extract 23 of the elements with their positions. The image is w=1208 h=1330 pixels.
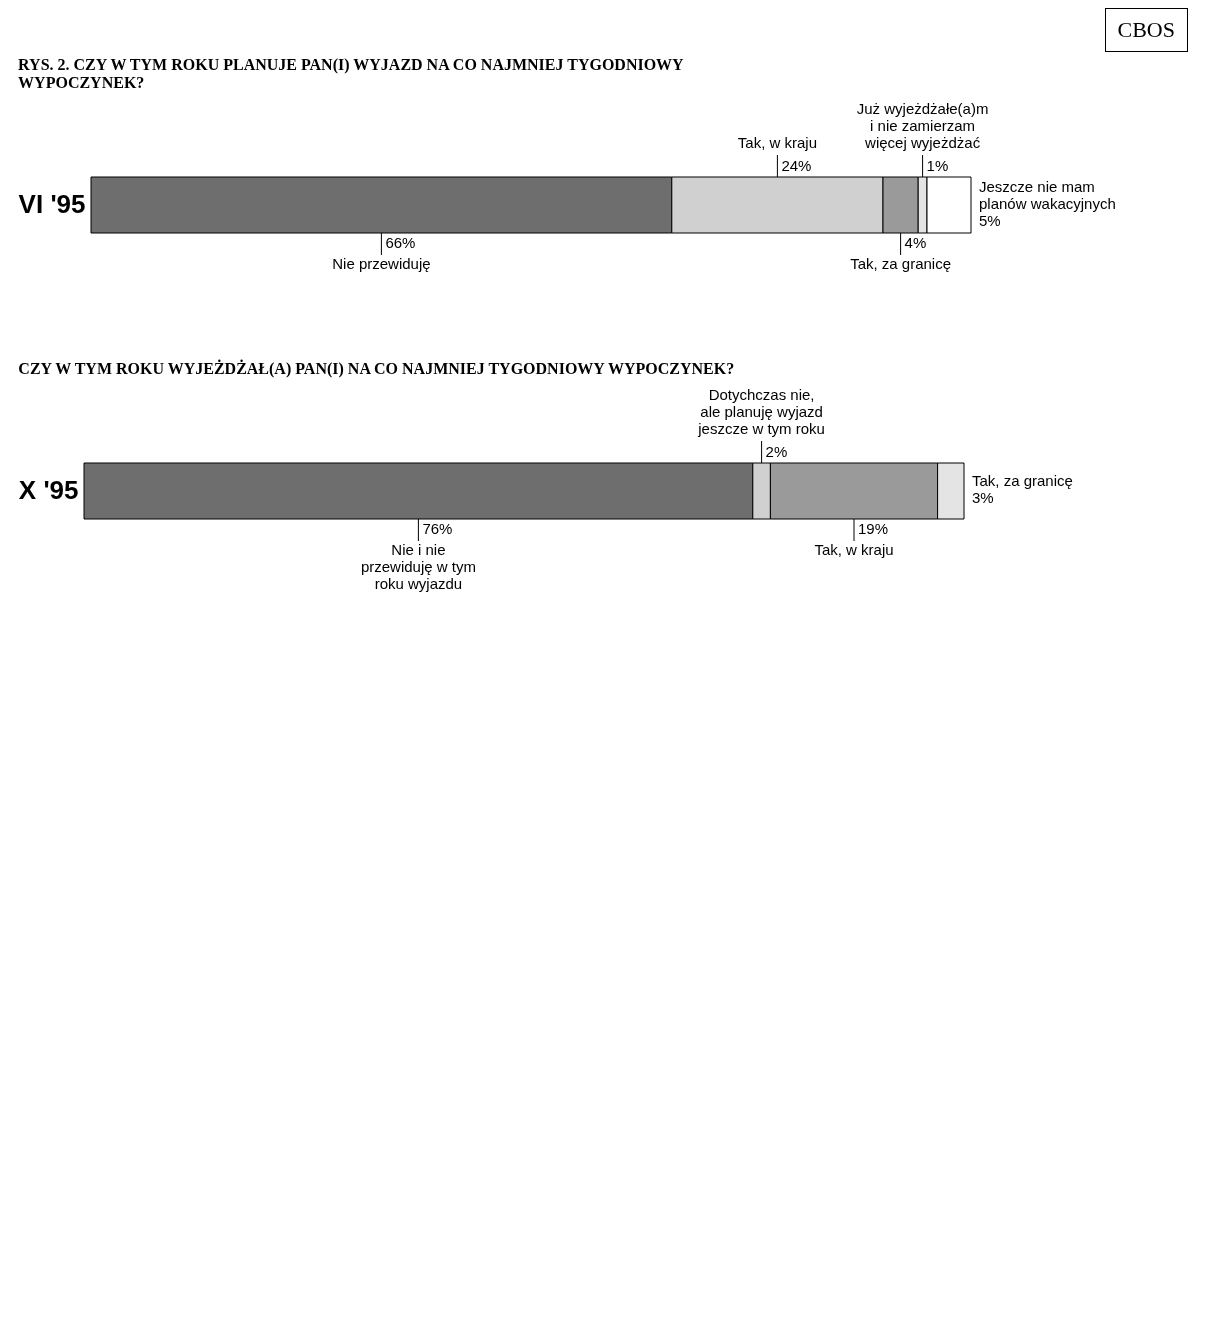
text: Dotychczas nie, ale planuję wyjazd jeszcze w tym roku: [697, 386, 825, 437]
series-label: Tak, w kraju: [814, 541, 894, 558]
series-label: Nie i nie przewiduję w tym roku wyjazdu: [360, 541, 476, 592]
series-label: Tak, za granicę: [972, 472, 1073, 489]
y-tick-label: X '95: [18, 475, 79, 505]
series-label: Jeszcze nie mam planów wakacyjnych: [979, 177, 1116, 212]
chart-title: RYS. 2. CZY W TYM ROKU PLANUJE PAN(I) WYJAZD NA CO NAJMNIEJ TYGODNIOWY WYPOCZYNEK?: [18, 56, 685, 91]
data-label: 24%: [781, 157, 812, 174]
data-label: 3%: [972, 489, 994, 506]
data-label: 66%: [385, 234, 416, 251]
text: Tak, za granicę: [850, 255, 952, 272]
series-label: Nie przewiduję: [332, 255, 431, 272]
text: Już wyjeżdżałe(a)m i nie zamierzam więcej wyjeżdżać: [856, 100, 989, 151]
data-label: 4%: [904, 234, 927, 251]
data-label: 5%: [979, 211, 1001, 229]
y-tick-label: VI '95: [18, 189, 86, 219]
series-label: Tak, w kraju: [737, 134, 817, 151]
chart-title: CZY W TYM ROKU WYJEŻDŻAŁ(A) PAN(I) NA CO NAJMNIEJ TYGODNIOWY WYPOCZYNEK?: [18, 359, 735, 378]
text: CBOS: [1104, 8, 1188, 52]
data-label: 1%: [926, 157, 949, 174]
data-label: 2%: [765, 443, 788, 460]
data-label: 76%: [422, 520, 453, 537]
data-label: 19%: [858, 520, 889, 537]
